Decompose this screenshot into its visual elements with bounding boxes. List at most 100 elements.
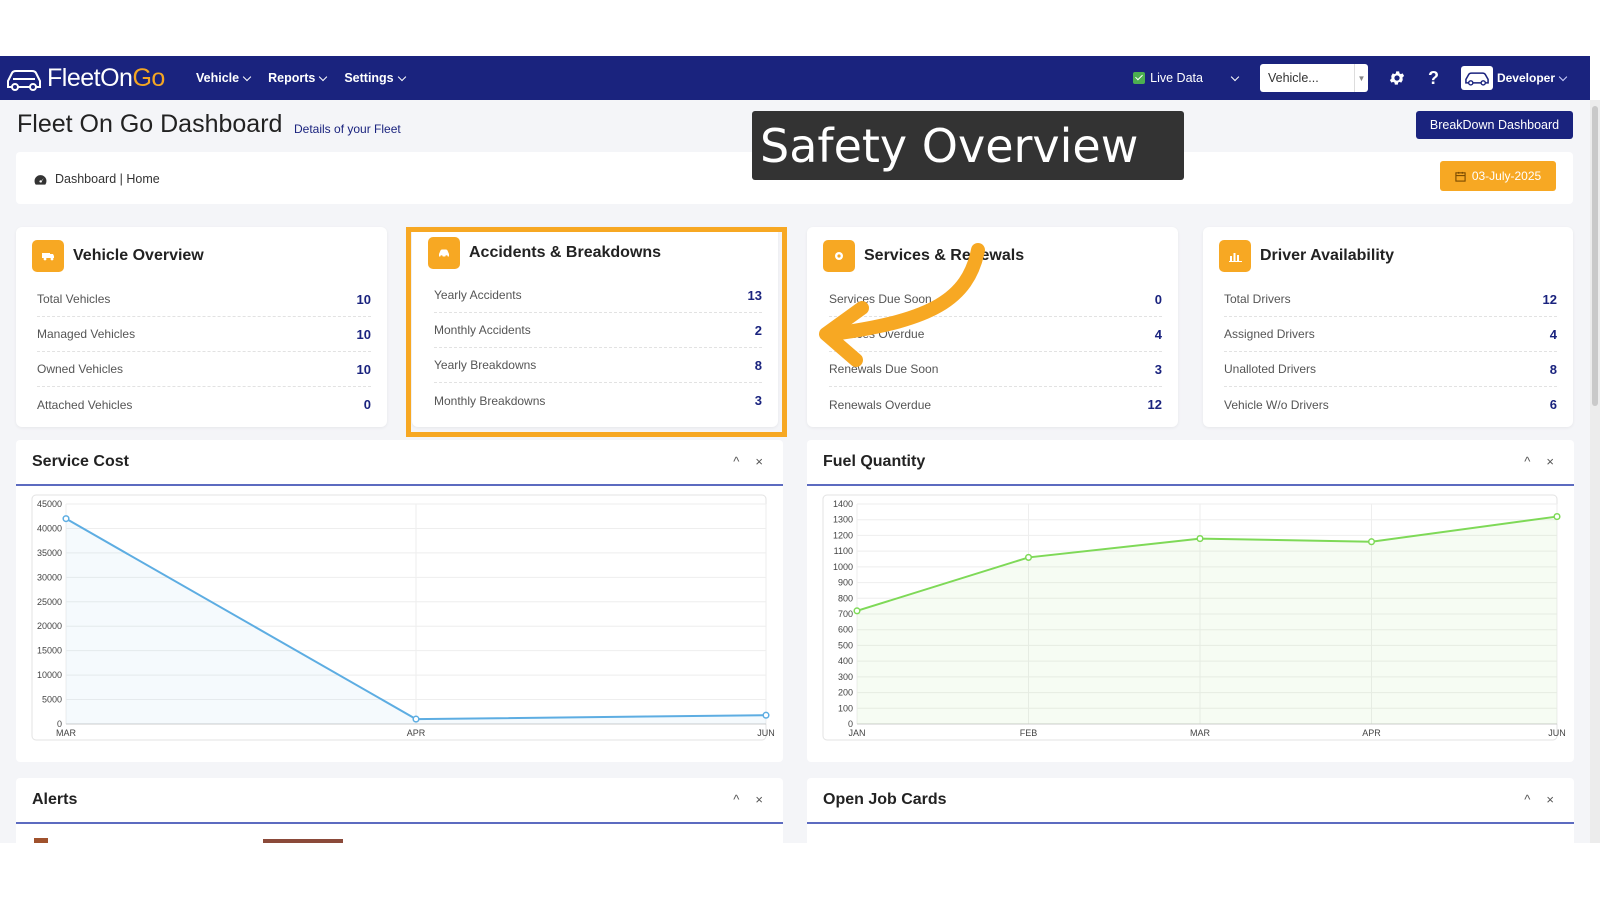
panel-controls: ^ × (717, 792, 763, 807)
open-job-cards-panel: Open Job Cards ^ × (807, 778, 1574, 843)
y-tick-label: 1400 (833, 499, 853, 509)
alert-tab[interactable] (263, 839, 343, 843)
list-item[interactable]: Assigned Drivers 4 (1224, 317, 1557, 352)
row-label: Vehicle W/o Drivers (1224, 397, 1329, 412)
settings-button[interactable] (1388, 69, 1406, 87)
vehicle-select[interactable]: Vehicle... ▼ (1259, 64, 1368, 92)
list-item[interactable]: Total Vehicles 10 (37, 282, 371, 317)
card-rows: Total Vehicles 10 Managed Vehicles 10 Owne… (37, 282, 371, 422)
help-icon[interactable]: ? (1427, 67, 1439, 88)
list-item[interactable]: Vehicle W/o Drivers 6 (1224, 387, 1557, 422)
logo-text-fleeton: FleetOn (47, 63, 133, 92)
breakdown-dashboard-button[interactable]: BreakDown Dashboard (1416, 111, 1573, 139)
panel-title: Alerts (32, 791, 78, 808)
live-data-toggle[interactable]: Live Data (1133, 71, 1203, 85)
series-area (857, 516, 1557, 724)
row-label: Renewals Overdue (829, 397, 932, 412)
card-header: Vehicle Overview (32, 240, 204, 272)
x-tick-label: JUN (757, 728, 775, 738)
collapse-icon[interactable]: ^ (733, 792, 740, 807)
y-tick-label: 200 (838, 688, 853, 698)
x-tick-label: FEB (1020, 728, 1038, 738)
tutorial-overlay-label: Safety Overview (752, 111, 1184, 180)
accidents-breakdowns-card: Accidents & Breakdowns Yearly Accidents 1… (412, 227, 778, 427)
list-item[interactable]: Renewals Overdue 12 (829, 387, 1162, 422)
row-label: Unalloted Drivers (1224, 362, 1317, 376)
list-item[interactable]: Unalloted Drivers 8 (1224, 352, 1557, 387)
chevron-down-icon (319, 72, 328, 81)
list-item[interactable]: Services Overdue 4 (829, 317, 1162, 352)
data-point[interactable] (62, 515, 70, 523)
row-value: 8 (1549, 361, 1557, 377)
list-item[interactable]: Monthly Accidents 2 (434, 313, 762, 348)
checkbox-checked-icon[interactable] (1133, 72, 1146, 84)
y-tick-label: 40000 (37, 523, 62, 533)
breadcrumb[interactable]: Dashboard | Home (34, 172, 160, 186)
car-logo-icon (7, 70, 41, 91)
list-item[interactable]: Monthly Breakdowns 3 (434, 383, 762, 418)
y-tick-label: 400 (838, 656, 853, 666)
list-item[interactable]: Yearly Breakdowns 8 (434, 348, 762, 383)
dashboard-icon (34, 174, 47, 185)
list-item[interactable]: Total Drivers 12 (1224, 282, 1557, 317)
live-data-dropdown-icon[interactable] (1230, 72, 1240, 81)
nav-item-label: Settings (344, 71, 394, 85)
row-value: 3 (1154, 361, 1162, 377)
data-point[interactable] (1553, 513, 1561, 521)
page-title: Fleet On Go Dashboard (17, 110, 283, 138)
nav-item-label: Reports (268, 71, 316, 85)
nav-item-reports[interactable]: Reports (268, 71, 328, 85)
series-area (66, 518, 766, 724)
data-point[interactable] (412, 715, 420, 723)
wrench-icon (823, 240, 855, 272)
user-name: Developer (1496, 71, 1555, 85)
close-icon[interactable]: × (1546, 792, 1554, 807)
y-tick-label: 900 (838, 578, 853, 588)
nav-item-vehicle[interactable]: Vehicle (196, 71, 252, 85)
panel-controls: ^ × (1508, 454, 1554, 469)
row-value: 2 (754, 322, 762, 338)
service-cost-chart: 0 5000 10000 15000 20000 25000 30000 35000 40000… (31, 494, 775, 741)
data-point[interactable] (1367, 538, 1376, 546)
y-tick-label: 100 (838, 703, 853, 713)
data-point[interactable] (1196, 535, 1204, 543)
panel-controls: ^ × (1508, 792, 1554, 807)
collapse-icon[interactable]: ^ (1524, 454, 1531, 469)
close-icon[interactable]: × (755, 454, 763, 469)
top-navbar: FleetOnGo Vehicle Reports Settings Live … (0, 56, 1590, 100)
page-scrollbar[interactable] (1590, 100, 1600, 843)
y-tick-label: 1200 (833, 530, 853, 540)
scrollbar-thumb[interactable] (1592, 106, 1598, 406)
x-tick-label: MAR (56, 728, 77, 738)
panel-title: Service Cost (32, 453, 129, 470)
x-tick-label: MAR (1190, 728, 1211, 738)
row-value: 13 (747, 287, 762, 303)
collapse-icon[interactable]: ^ (1524, 792, 1531, 807)
data-point[interactable] (1024, 553, 1033, 561)
row-label: Assigned Drivers (1224, 327, 1315, 341)
list-item[interactable]: Yearly Accidents 13 (434, 278, 762, 313)
close-icon[interactable]: × (755, 792, 763, 807)
data-point[interactable] (762, 711, 770, 719)
row-value: 0 (363, 397, 371, 412)
user-menu[interactable]: Developer (1460, 66, 1568, 90)
accidents-highlight-box (406, 227, 787, 437)
list-item[interactable]: Attached Vehicles 0 (37, 387, 371, 422)
row-label: Yearly Breakdowns (434, 358, 537, 372)
panel-header: Open Job Cards ^ × (807, 778, 1574, 824)
card-header: Driver Availability (1219, 240, 1394, 272)
list-item[interactable]: Services Due Soon 0 (829, 282, 1162, 317)
date-picker-button[interactable]: 03-July-2025 (1440, 161, 1556, 191)
logo[interactable]: FleetOnGo (4, 63, 184, 93)
close-icon[interactable]: × (1546, 454, 1554, 469)
y-tick-label: 45000 (37, 499, 62, 509)
x-tick-label: APR (1362, 728, 1381, 738)
nav-item-settings[interactable]: Settings (344, 71, 406, 85)
list-item[interactable]: Renewals Due Soon 3 (829, 352, 1162, 387)
list-item[interactable]: Owned Vehicles 10 (37, 352, 371, 387)
data-point[interactable] (853, 607, 861, 615)
collapse-icon[interactable]: ^ (733, 454, 740, 469)
fuel-quantity-panel: Fuel Quantity ^ × 0 100 200 300 400 500 600 700… (807, 440, 1574, 762)
card-rows: Total Drivers 12 Assigned Drivers 4 Unallo… (1224, 282, 1557, 422)
list-item[interactable]: Managed Vehicles 10 (37, 317, 371, 352)
